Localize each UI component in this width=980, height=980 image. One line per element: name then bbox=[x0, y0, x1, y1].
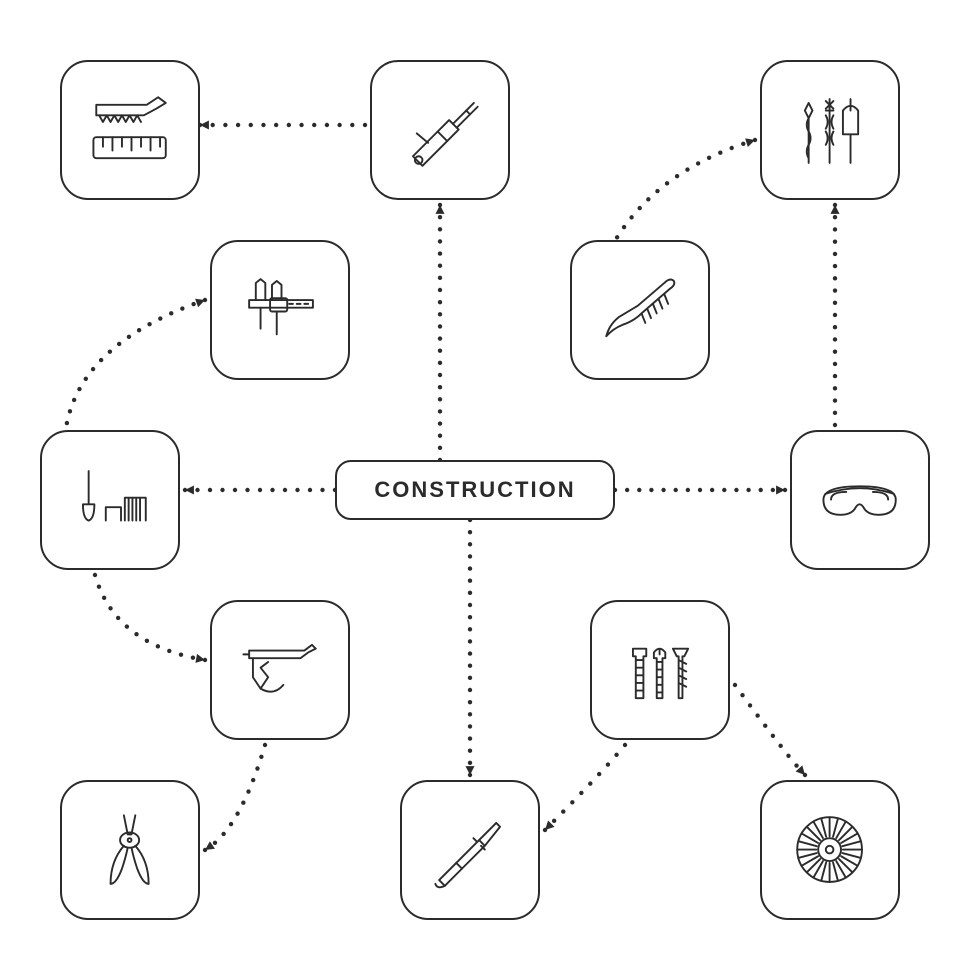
pliers-icon bbox=[82, 802, 177, 897]
tile-bolts bbox=[590, 600, 730, 740]
saw-ruler-icon bbox=[82, 82, 177, 177]
tile-soldering-iron bbox=[400, 780, 540, 920]
flap-disc-icon bbox=[782, 802, 877, 897]
tile-saw-ruler bbox=[60, 60, 200, 200]
soldering-iron-icon bbox=[422, 802, 517, 897]
tile-caliper bbox=[210, 240, 350, 380]
drill-bits-icon bbox=[782, 82, 877, 177]
wire-brush-icon bbox=[592, 262, 687, 357]
bolts-icon bbox=[612, 622, 707, 717]
air-grinder-icon bbox=[392, 82, 487, 177]
goggles-icon bbox=[812, 452, 907, 547]
tile-fasteners bbox=[40, 430, 180, 570]
tile-flap-disc bbox=[760, 780, 900, 920]
caliper-icon bbox=[232, 262, 327, 357]
center-label-text: CONSTRUCTION bbox=[374, 477, 575, 503]
diagram-canvas: CONSTRUCTION bbox=[0, 0, 980, 980]
tile-pliers bbox=[60, 780, 200, 920]
tile-drill-bits bbox=[760, 60, 900, 200]
fasteners-icon bbox=[62, 452, 157, 547]
tile-air-grinder bbox=[370, 60, 510, 200]
tile-wire-brush bbox=[570, 240, 710, 380]
caulk-gun-icon bbox=[232, 622, 327, 717]
tile-goggles bbox=[790, 430, 930, 570]
center-label: CONSTRUCTION bbox=[335, 460, 615, 520]
tile-caulk-gun bbox=[210, 600, 350, 740]
